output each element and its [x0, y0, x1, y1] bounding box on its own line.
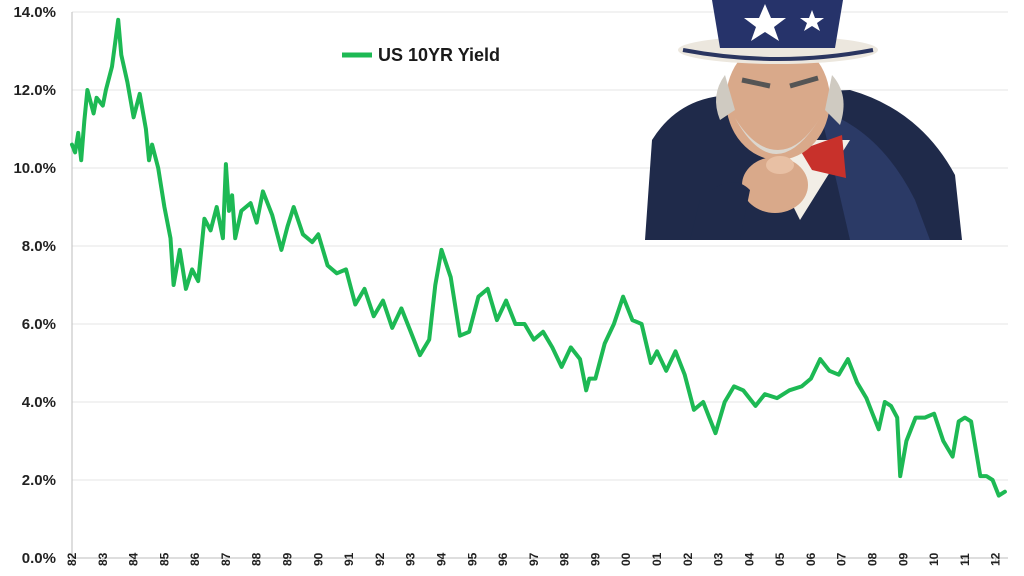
x-tick-label: 96 — [496, 552, 510, 566]
x-tick-label: 00 — [619, 552, 633, 566]
x-tick-label: 94 — [434, 552, 448, 566]
x-tick-label: 04 — [742, 552, 756, 566]
x-tick-label: 90 — [311, 552, 325, 566]
x-tick-label: 07 — [835, 552, 849, 566]
x-tick-label: 86 — [188, 552, 202, 566]
x-tick-label: 92 — [373, 552, 387, 566]
y-axis: 0.0% 2.0% 4.0% 6.0% 8.0% 10.0% 12.0% 14.0% — [13, 4, 73, 567]
gridlines — [72, 11, 1008, 559]
x-tick-label: 05 — [773, 552, 787, 566]
x-tick-label: 91 — [342, 552, 356, 566]
x-tick-label: 01 — [650, 552, 664, 566]
x-tick-label: 10 — [927, 552, 941, 566]
y-tick-label: 2.0% — [22, 472, 56, 489]
x-tick-label: 87 — [219, 552, 233, 566]
x-tick-label: 83 — [96, 552, 110, 566]
x-tick-label: 82 — [65, 552, 79, 566]
x-tick-label: 06 — [804, 552, 818, 566]
x-tick-label: 03 — [712, 552, 726, 566]
y-tick-label: 12.0% — [13, 82, 56, 99]
x-tick-label: 89 — [281, 552, 295, 566]
x-tick-label: 84 — [127, 552, 141, 566]
x-tick-label: 85 — [157, 552, 171, 566]
y-tick-label: 10.0% — [13, 160, 56, 177]
legend-label: US 10YR Yield — [378, 45, 500, 65]
y-tick-label: 6.0% — [22, 316, 56, 333]
x-tick-label: 93 — [404, 552, 418, 566]
x-tick-label: 11 — [958, 553, 972, 566]
legend: US 10YR Yield — [342, 45, 500, 65]
uncle-sam-illustration — [645, 0, 962, 240]
x-tick-label: 95 — [465, 552, 479, 566]
x-tick-label: 99 — [588, 552, 602, 566]
y-tick-label: 0.0% — [22, 550, 56, 567]
x-tick-label: 97 — [527, 552, 541, 566]
x-tick-label: 88 — [250, 552, 264, 566]
x-tick-label: 09 — [896, 552, 910, 566]
y-tick-label: 4.0% — [22, 394, 56, 411]
y-tick-label: 14.0% — [13, 4, 56, 21]
x-tick-label: 12 — [989, 552, 1003, 566]
series-line — [70, 17, 1007, 498]
x-axis: 82 83 84 85 86 87 88 89 90 91 92 93 94 95 96 97 98 99 00 01… — [65, 552, 1008, 566]
y-tick-label: 8.0% — [22, 238, 56, 255]
x-tick-label: 02 — [681, 552, 695, 566]
series-layer — [70, 17, 1007, 498]
x-tick-label: 08 — [866, 552, 880, 566]
x-tick-label: 98 — [558, 552, 572, 566]
